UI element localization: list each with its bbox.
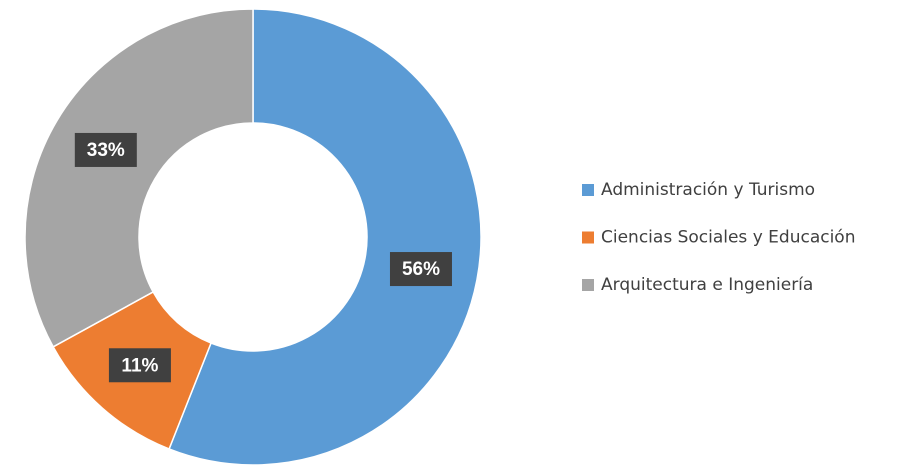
legend-swatch: [582, 184, 594, 196]
value-label-box: [108, 348, 171, 383]
value-label: 11%: [121, 355, 158, 376]
legend-swatch: [582, 279, 594, 291]
legend-text: Ciencias Sociales y Educación: [601, 228, 855, 248]
value-label-box: [389, 252, 452, 287]
legend-text: Administración y Turismo: [601, 180, 815, 200]
slice: [24, 8, 254, 348]
value-label-box: [74, 132, 137, 167]
value-label: 56%: [402, 259, 440, 280]
value-label: 33%: [87, 140, 125, 161]
legend-swatch: [582, 231, 594, 244]
legend-text: Arquitectura e Ingeniería: [601, 275, 813, 295]
